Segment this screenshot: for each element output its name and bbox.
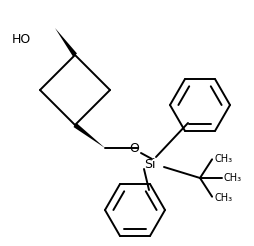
Text: Si: Si <box>144 158 155 171</box>
Text: O: O <box>129 141 138 154</box>
Text: CH₃: CH₃ <box>213 154 231 164</box>
Text: CH₃: CH₃ <box>213 193 231 203</box>
Text: HO: HO <box>12 33 31 46</box>
Polygon shape <box>73 123 105 148</box>
Text: CH₃: CH₃ <box>223 173 241 183</box>
Polygon shape <box>55 28 77 57</box>
